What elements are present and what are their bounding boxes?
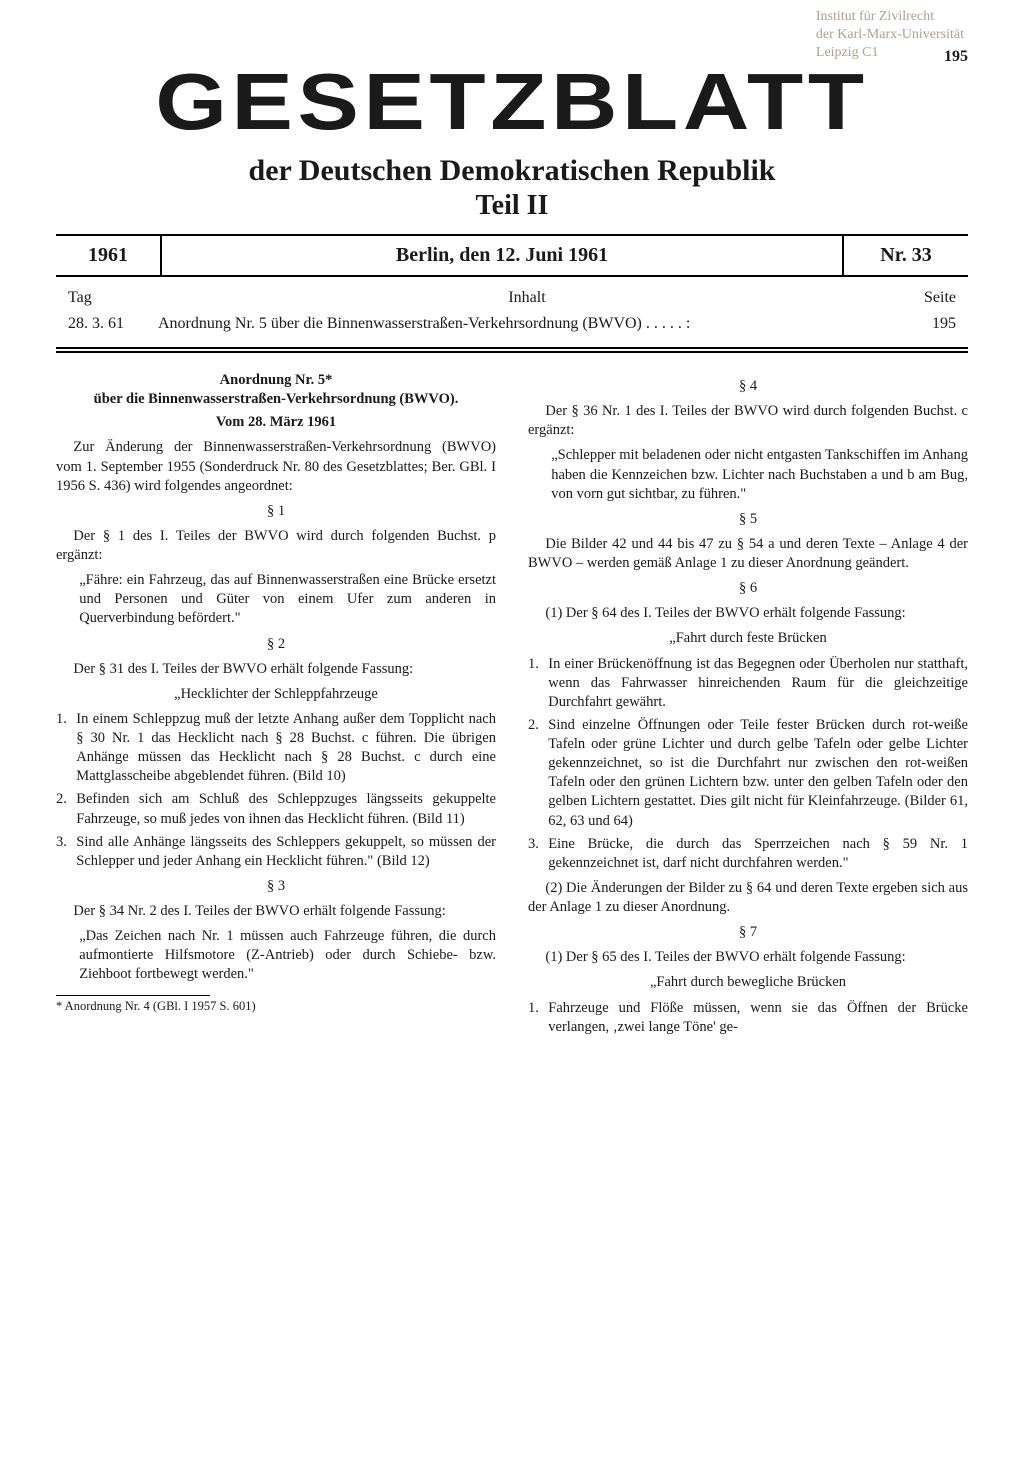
quote-s6-head: „Fahrt durch feste Brücken	[528, 629, 968, 648]
rule-double	[56, 347, 968, 353]
s2-item1: In einem Schleppzug muß der letzte Anhan…	[76, 710, 496, 787]
section-7: § 7	[528, 923, 968, 942]
p-s6-1: (1) Der § 64 des I. Teiles der BWVO erhä…	[528, 604, 968, 623]
s6-item1: In einer Brückenöffnung ist das Begegnen…	[548, 655, 968, 712]
toc-head-content: Inhalt	[158, 289, 896, 307]
p-s1: Der § 1 des I. Teiles der BWVO wird durc…	[56, 527, 496, 565]
section-4: § 4	[528, 377, 968, 396]
masthead-subtitle: der Deutschen Demokratischen Republik	[56, 154, 968, 188]
s2-item2: Befinden sich am Schluß des Schleppzuges…	[76, 790, 496, 828]
s7-item1: Fahrzeuge und Flöße müssen, wenn sie das…	[548, 999, 968, 1037]
library-stamp: Institut für Zivilrechtder Karl-Marx-Uni…	[816, 8, 964, 63]
issue-date: Berlin, den 12. Juni 1961	[162, 236, 842, 275]
toc-date: 28. 3. 61	[68, 315, 158, 333]
right-column: § 4 Der § 36 Nr. 1 des I. Teiles der BWV…	[528, 371, 968, 1041]
body-columns: Anordnung Nr. 5* über die Binnenwasserst…	[56, 371, 968, 1041]
p-s2: Der § 31 des I. Teiles der BWVO erhält f…	[56, 660, 496, 679]
p-s4: Der § 36 Nr. 1 des I. Teiles der BWVO wi…	[528, 402, 968, 440]
left-column: Anordnung Nr. 5* über die Binnenwasserst…	[56, 371, 496, 1041]
list-s7: 1.Fahrzeuge und Flöße müssen, wenn sie d…	[528, 999, 968, 1037]
quote-s3: „Das Zeichen nach Nr. 1 müssen auch Fahr…	[79, 927, 496, 984]
section-2: § 2	[56, 635, 496, 654]
quote-s1: „Fähre: ein Fahrzeug, das auf Binnenwass…	[79, 571, 496, 628]
p-s5: Die Bilder 42 und 44 bis 47 zu § 54 a un…	[528, 535, 968, 573]
masthead-title: GESETZBLATT	[0, 56, 1024, 148]
s6-item2: Sind einzelne Öffnungen oder Teile feste…	[548, 716, 968, 831]
list-s6: 1.In einer Brückenöffnung ist das Begegn…	[528, 655, 968, 873]
preamble: Zur Änderung der Binnenwasserstraßen-Ver…	[56, 438, 496, 495]
gazette-page: Institut für Zivilrechtder Karl-Marx-Uni…	[0, 0, 1024, 1463]
p-s6-2: (2) Die Änderungen der Bilder zu § 64 un…	[528, 879, 968, 917]
toc-head-page: Seite	[896, 289, 956, 307]
quote-s4: „Schlepper mit beladenen oder nicht entg…	[551, 446, 968, 503]
section-1: § 1	[56, 502, 496, 521]
quote-s2-head: „Hecklichter der Schleppfahrzeuge	[56, 685, 496, 704]
p-s7-1: (1) Der § 65 des I. Teiles der BWVO erhä…	[528, 948, 968, 967]
footnote-rule	[56, 995, 210, 996]
s6-item3: Eine Brücke, die durch das Sperrzeichen …	[548, 835, 968, 873]
ord-title-line1: Anordnung Nr. 5*	[56, 371, 496, 390]
toc-entry: Anordnung Nr. 5 über die Binnenwasserstr…	[158, 315, 896, 333]
toc-page: 195	[896, 315, 956, 333]
section-6: § 6	[528, 579, 968, 598]
section-5: § 5	[528, 510, 968, 529]
issue-year: 1961	[56, 236, 162, 275]
ord-date: Vom 28. März 1961	[56, 413, 496, 432]
quote-s7-head: „Fahrt durch bewegliche Brücken	[528, 973, 968, 992]
toc-head-date: Tag	[68, 289, 158, 307]
masthead-part: Teil II	[56, 190, 968, 222]
s2-item3: Sind alle Anhänge längsseits des Schlepp…	[76, 833, 496, 871]
list-s2: 1.In einem Schleppzug muß der letzte Anh…	[56, 710, 496, 871]
issue-header-row: 1961 Berlin, den 12. Juni 1961 Nr. 33	[56, 236, 968, 277]
p-s3: Der § 34 Nr. 2 des I. Teiles der BWVO er…	[56, 902, 496, 921]
issue-number: Nr. 33	[842, 236, 968, 275]
section-3: § 3	[56, 877, 496, 896]
footnote: * Anordnung Nr. 4 (GBl. I 1957 S. 601)	[56, 998, 496, 1015]
ord-title-line2: über die Binnenwasserstraßen-Verkehrsord…	[56, 390, 496, 409]
table-of-contents: Tag Inhalt Seite 28. 3. 61 Anordnung Nr.…	[56, 285, 968, 337]
